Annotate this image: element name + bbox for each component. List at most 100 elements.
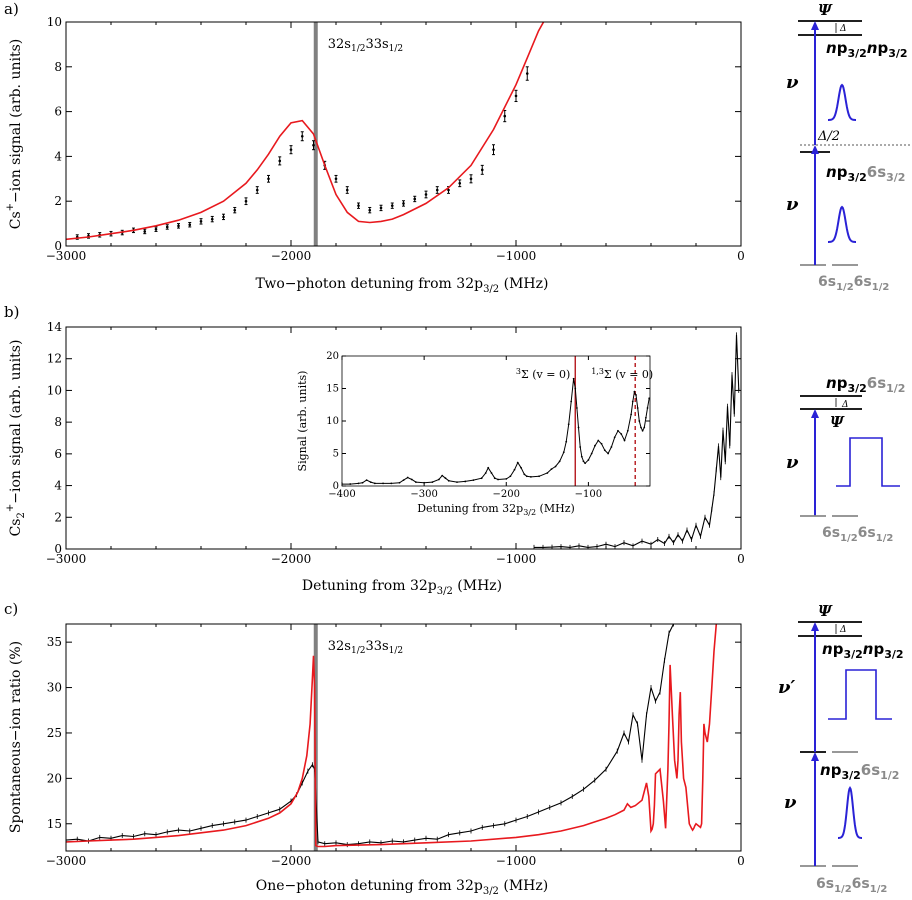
data-marker xyxy=(368,208,372,212)
data-marker xyxy=(255,188,259,192)
inset-data-marker xyxy=(644,416,647,419)
data-point xyxy=(492,144,495,156)
inset-data-marker xyxy=(415,481,417,483)
level-label: np3/2np3/2 xyxy=(826,39,908,60)
inset-data-marker xyxy=(410,478,413,481)
panel-label: a) xyxy=(4,0,19,18)
x-axis-label: Two−photon detuning from 32p3/2 (MHz) xyxy=(256,276,549,295)
level-label-part: 6s xyxy=(818,274,836,290)
inset-data-marker xyxy=(402,479,405,482)
data-marker xyxy=(503,114,507,118)
inset-data-marker xyxy=(631,400,634,403)
level-label-part: 3/2 xyxy=(888,47,907,60)
inset-data-marker xyxy=(487,466,490,469)
inset-data-marker xyxy=(562,451,565,454)
level-label: np3/26s1/2 xyxy=(820,761,899,782)
inset-data-marker xyxy=(497,478,499,481)
inset-data-marker xyxy=(607,452,610,455)
data-curve xyxy=(66,624,674,846)
plot-frame xyxy=(65,21,742,247)
inset-x-tick-label: −400 xyxy=(328,489,355,500)
label-sub: 1/2 xyxy=(351,44,365,54)
y-axis-label: Cs+−ion signal (arb. units) xyxy=(5,39,24,229)
data-point xyxy=(154,226,158,232)
inset-data-marker xyxy=(623,439,626,442)
data-marker xyxy=(278,159,282,163)
level-label-part: 1/2 xyxy=(876,533,894,544)
label-sup: + xyxy=(5,504,16,512)
data-point xyxy=(255,186,259,194)
label-main: One−photon detuning from 32p xyxy=(256,878,483,894)
label-main: (MHz) xyxy=(453,578,502,594)
inset-data-marker xyxy=(516,461,519,464)
y-tick-label: 30 xyxy=(47,681,62,695)
y-tick-label: 4 xyxy=(54,149,62,163)
arrow-head xyxy=(811,622,819,631)
inset-chart: −400 −300 −200 −100 0 5 10 15 20 Detuning from 32… xyxy=(292,348,658,524)
plot-frame xyxy=(65,623,742,852)
inset-data-marker xyxy=(582,460,585,463)
arrow-head xyxy=(811,21,819,30)
panel-label: b) xyxy=(4,303,19,321)
y-tick-label: 25 xyxy=(47,726,62,740)
inset-data-marker xyxy=(641,429,644,432)
label-main: Spontaneous−ion ratio (%) xyxy=(8,641,24,833)
inset-data-marker xyxy=(584,462,587,465)
inset-data-marker xyxy=(365,479,368,482)
label-sub: 2 xyxy=(16,512,27,518)
data-point xyxy=(480,164,484,175)
inset-data-marker xyxy=(567,423,570,426)
inset-state-label: 3Σ (v = 0) xyxy=(516,367,570,381)
plot-area xyxy=(533,332,740,549)
data-point xyxy=(143,228,147,235)
data-marker xyxy=(379,206,383,210)
data-point xyxy=(334,174,338,183)
data-point xyxy=(210,215,214,223)
nu-label: ν xyxy=(786,194,799,215)
level-label-part: 3/2 xyxy=(847,47,866,60)
level-label-part: 1/2 xyxy=(870,884,888,895)
inset-data-marker xyxy=(554,465,557,468)
data-marker xyxy=(525,72,529,75)
data-marker xyxy=(267,177,270,181)
data-marker xyxy=(165,225,169,229)
level-label-part: 3/2 xyxy=(841,769,860,782)
gaussian-pulse xyxy=(838,786,862,839)
inset-data-marker xyxy=(525,475,528,478)
label-main: Cs xyxy=(8,519,24,537)
level-label: np3/2np3/2 xyxy=(822,640,904,661)
level-label: 6s1/26s1/2 xyxy=(818,274,889,293)
inset-data-marker xyxy=(523,473,526,476)
panel-label: c) xyxy=(4,600,18,618)
inset-data-marker xyxy=(633,390,636,393)
level-label-part: 3/2 xyxy=(847,382,866,395)
data-marker xyxy=(447,188,450,192)
arrow-head xyxy=(811,752,819,761)
plot-frame xyxy=(65,326,742,550)
level-label-part: p xyxy=(833,640,844,658)
inset-data-marker xyxy=(431,481,434,483)
inset-x-axis-label: Detuning from 32p3/2 (MHz) xyxy=(417,502,575,517)
data-point xyxy=(503,109,507,123)
level-label-part: 6s xyxy=(867,374,886,392)
inset-data-marker xyxy=(626,429,629,432)
delta-label: Δ xyxy=(839,625,847,635)
inset-data-marker xyxy=(597,439,600,442)
data-marker xyxy=(435,188,439,192)
data-point xyxy=(458,179,462,188)
label-sup: 3 xyxy=(516,367,521,376)
data-point xyxy=(199,218,203,225)
data-marker xyxy=(289,148,293,151)
level-label-part: 6s xyxy=(852,876,870,892)
x-tick-label: 0 xyxy=(737,854,745,868)
level-label-part: n xyxy=(826,39,837,57)
inset-data-marker xyxy=(579,446,582,448)
label-main: 33s xyxy=(365,37,388,52)
level-label-part: 6s xyxy=(861,761,880,779)
inset-background xyxy=(292,348,658,524)
inset-data-marker xyxy=(638,420,641,422)
data-marker xyxy=(345,188,349,192)
level-label-part: 6s xyxy=(822,525,840,541)
gaussian-pulse xyxy=(828,83,856,121)
